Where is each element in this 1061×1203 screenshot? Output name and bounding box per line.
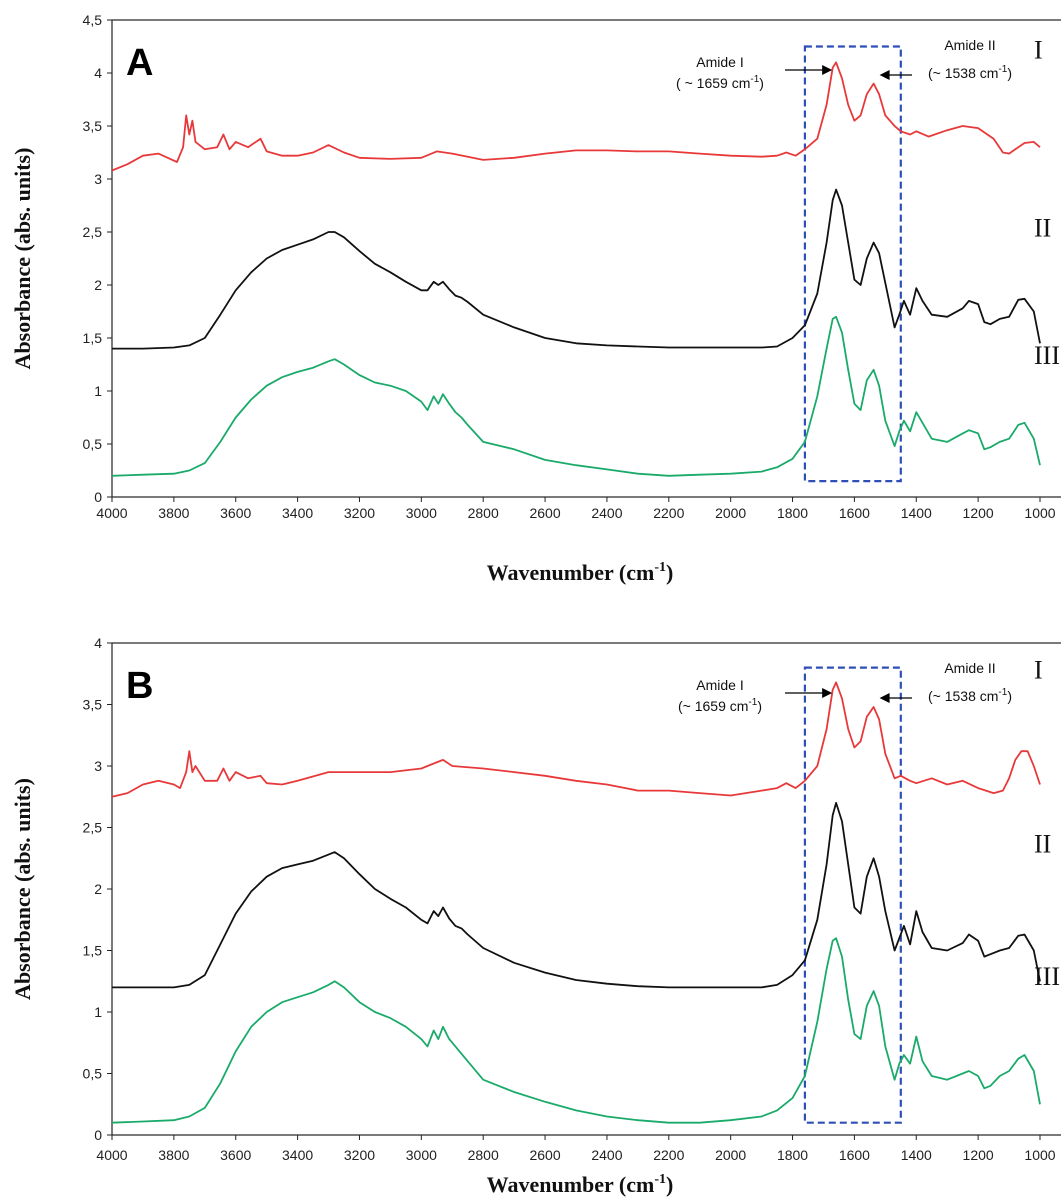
y-tick-label: 0,5 <box>83 1066 103 1082</box>
amide-i-wavenumber: (~ 1659 cm-1) <box>678 697 762 714</box>
x-tick-label: 2800 <box>468 1147 499 1163</box>
series-line-ii <box>112 188 1041 350</box>
x-tick-label: 4000 <box>96 505 127 521</box>
amide-ii-wavenumber: (~ 1538 cm-1) <box>928 64 1012 81</box>
plot-frame <box>111 19 1061 498</box>
y-tick-label: 2,5 <box>83 224 103 240</box>
y-axis-title: Absorbance (abs. units) <box>10 148 35 370</box>
x-tick-label: 3600 <box>220 505 251 521</box>
x-axis-title: Wavenumber (cm-1) <box>487 1172 674 1197</box>
x-tick-label: 3800 <box>158 1147 189 1163</box>
y-axis-title: Absorbance (abs. units) <box>10 778 35 1000</box>
y-tick-label: 0,5 <box>83 436 103 452</box>
panel-label: A <box>126 42 153 84</box>
amide-i-label: Amide I <box>696 54 743 70</box>
x-tick-label: 1200 <box>963 1147 994 1163</box>
y-tick-label: 1 <box>94 1004 102 1020</box>
x-tick-label: 1400 <box>901 1147 932 1163</box>
x-tick-label: 3000 <box>406 505 437 521</box>
y-tick-label: 3,5 <box>83 118 103 134</box>
x-tick-label: 3600 <box>220 1147 251 1163</box>
x-tick-label: 2400 <box>591 505 622 521</box>
x-tick-label: 1600 <box>839 1147 870 1163</box>
series-line-iii <box>111 315 1041 477</box>
panel-label: B <box>126 665 153 707</box>
x-tick-label: 4000 <box>96 1147 127 1163</box>
x-tick-label: 1000 <box>1024 505 1055 521</box>
y-tick-label: 0 <box>94 1127 102 1143</box>
series-label-ii: II <box>1034 829 1051 858</box>
amide-ii-wavenumber: (~ 1538 cm-1) <box>928 687 1012 704</box>
x-tick-label: 2400 <box>591 1147 622 1163</box>
y-tick-label: 3 <box>94 758 102 774</box>
series-label-i: I <box>1034 35 1043 64</box>
series-line-i <box>111 681 1041 798</box>
y-tick-label: 1,5 <box>83 330 103 346</box>
x-tick-label: 1000 <box>1024 1147 1055 1163</box>
y-tick-label: 3,5 <box>83 697 103 713</box>
x-tick-label: 1800 <box>777 505 808 521</box>
chart-panel-a: 0 0,5 1 1,5 2 2,5 3 3,5 4 4,5 4000 3800 3600 3400 3200… <box>10 12 1061 585</box>
series-line-iii <box>111 937 1041 1124</box>
x-axis-title: Wavenumber (cm-1) <box>487 560 674 585</box>
x-tick-label: 3000 <box>406 1147 437 1163</box>
x-tick-label: 2800 <box>468 505 499 521</box>
x-tick-label: 1600 <box>839 505 870 521</box>
amide-ii-arrowhead <box>879 693 890 703</box>
y-tick-label: 3 <box>94 171 102 187</box>
y-tick-label: 4 <box>94 635 102 651</box>
series-label-i: I <box>1034 655 1043 684</box>
amide-region-box <box>803 45 902 483</box>
x-tick-label: 1200 <box>963 505 994 521</box>
x-tick-label: 2200 <box>653 505 684 521</box>
x-tick-label: 3200 <box>344 505 375 521</box>
amide-i-label: Amide I <box>696 677 743 693</box>
chart-panel-b: 0 0,5 1 1,5 2 2,5 3 3,5 4 4000 3800 3600 3400 3200 300… <box>10 635 1061 1197</box>
amide-i-wavenumber: ( ~ 1659 cm-1) <box>676 74 764 91</box>
x-tick-label: 1800 <box>777 1147 808 1163</box>
y-tick-label: 0 <box>94 489 102 505</box>
amide-ii-arrowhead <box>879 70 890 80</box>
x-tick-label: 3200 <box>344 1147 375 1163</box>
amide-ii-label: Amide II <box>944 660 995 676</box>
y-tick-label: 2 <box>94 881 102 897</box>
amide-ii-label: Amide II <box>944 37 995 53</box>
x-tick-label: 1400 <box>901 505 932 521</box>
amide-i-arrowhead <box>822 65 833 75</box>
series-line-i <box>111 61 1041 172</box>
x-tick-label: 2000 <box>715 1147 746 1163</box>
x-tick-label: 2600 <box>529 505 560 521</box>
y-tick-label: 4 <box>94 65 102 81</box>
x-tick-label: 2600 <box>529 1147 560 1163</box>
y-tick-label: 2 <box>94 277 102 293</box>
series-label-iii: III <box>1034 962 1060 991</box>
y-tick-label: 1,5 <box>83 943 103 959</box>
series-label-ii: II <box>1034 214 1051 243</box>
y-tick-label: 4,5 <box>83 12 103 28</box>
x-tick-label: 3400 <box>282 505 313 521</box>
y-tick-label: 1 <box>94 383 102 399</box>
series-label-iii: III <box>1034 341 1060 370</box>
x-tick-label: 3400 <box>282 1147 313 1163</box>
amide-region-box <box>803 666 902 1124</box>
series-line-ii <box>112 802 1041 989</box>
x-tick-label: 2200 <box>653 1147 684 1163</box>
y-tick-label: 2,5 <box>83 820 103 836</box>
amide-i-arrowhead <box>822 688 833 698</box>
x-tick-label: 2000 <box>715 505 746 521</box>
x-tick-label: 3800 <box>158 505 189 521</box>
